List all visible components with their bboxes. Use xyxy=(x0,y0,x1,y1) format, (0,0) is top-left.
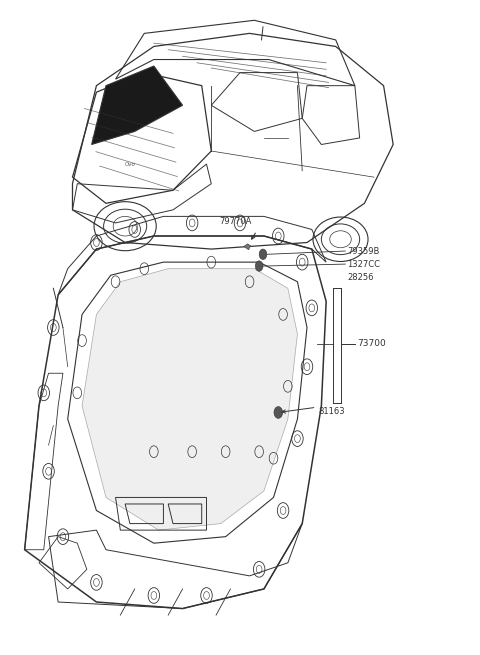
Text: 28256: 28256 xyxy=(347,273,374,282)
Circle shape xyxy=(259,249,267,259)
Circle shape xyxy=(255,261,263,271)
Text: 79770A: 79770A xyxy=(219,217,252,226)
Text: 1327CC: 1327CC xyxy=(347,260,380,269)
Polygon shape xyxy=(244,244,251,250)
Polygon shape xyxy=(92,66,182,145)
Text: 79359B: 79359B xyxy=(347,246,380,255)
Circle shape xyxy=(274,407,283,419)
Text: 73700: 73700 xyxy=(357,339,385,348)
Text: Ovo: Ovo xyxy=(124,162,135,166)
Text: 81163: 81163 xyxy=(319,407,345,416)
Polygon shape xyxy=(82,269,298,530)
